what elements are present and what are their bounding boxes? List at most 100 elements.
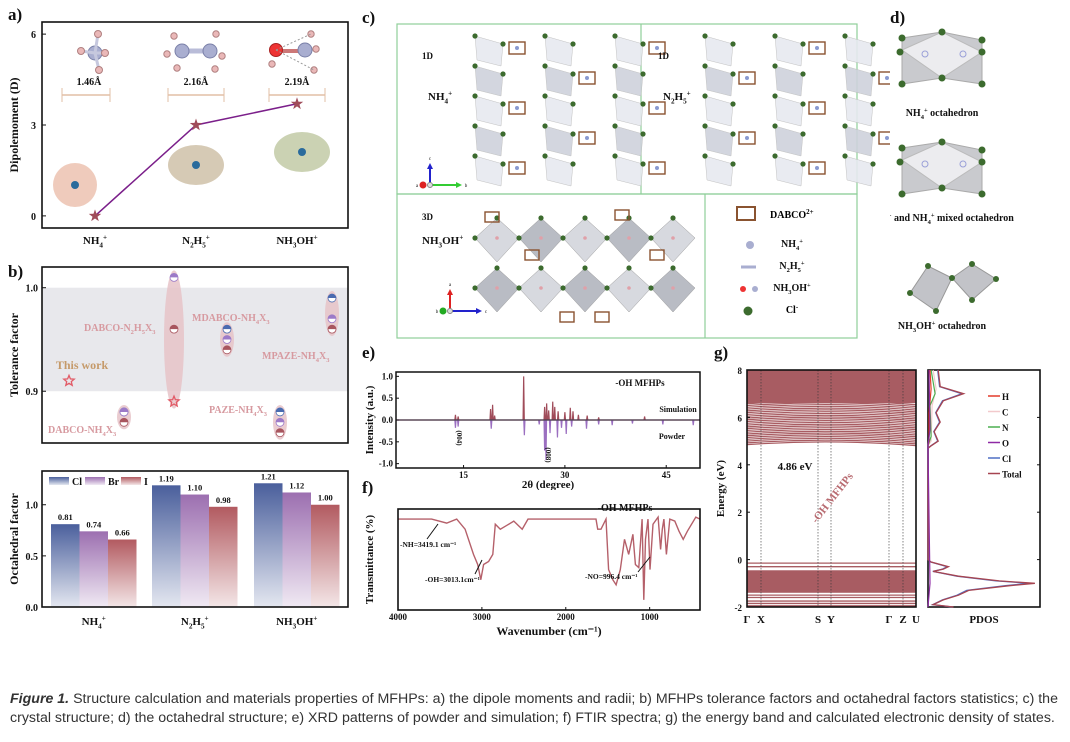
cl-atom	[702, 153, 708, 159]
bar-value-label: 0.74	[86, 519, 102, 529]
data-point-star	[62, 373, 76, 387]
annotation-nh: -NH=3419.1 cm⁻¹	[400, 540, 456, 549]
cl-atom	[938, 28, 946, 36]
annotation-oh: -OH=3013.1cm⁻¹	[425, 575, 480, 584]
octahedron-shape	[774, 125, 804, 157]
octahedron-shape	[614, 35, 644, 67]
molecule-icon	[77, 30, 109, 74]
octahedron-shape	[774, 95, 804, 127]
cl-atom	[640, 101, 646, 107]
atom-h	[218, 52, 226, 60]
structure-3d-nh3oh	[472, 209, 696, 323]
conduction-band-line	[746, 403, 917, 409]
atom-n	[297, 42, 313, 58]
annotation-arrow	[426, 523, 439, 540]
bar-Cl-2	[254, 483, 283, 607]
x-tick-label: 4000	[389, 612, 408, 622]
n-atom	[815, 106, 819, 110]
atom-h	[307, 30, 315, 38]
cl-atom	[570, 161, 576, 167]
cl-atom	[969, 261, 975, 267]
octahedron-body	[951, 263, 997, 301]
octahedron-shape	[650, 217, 696, 263]
octahedron-shape	[844, 125, 874, 157]
atom-h	[211, 65, 219, 73]
data-point-half	[120, 407, 128, 412]
cl-atom	[842, 153, 848, 159]
legend-label-Cl: Cl	[72, 477, 82, 488]
atom-h	[212, 30, 220, 38]
conduction-band-line	[746, 425, 917, 431]
axis-label: c	[429, 157, 432, 162]
legend-label-I: I	[144, 477, 148, 488]
dabco-molecule	[808, 101, 826, 115]
cl-atom	[640, 131, 646, 137]
cl-atom	[472, 235, 478, 241]
data-point-half	[170, 273, 178, 278]
h-bond	[275, 33, 312, 51]
cl-atom	[702, 123, 708, 129]
cl-atom	[969, 297, 975, 303]
octahedron-shape	[474, 125, 504, 157]
cl-atom	[560, 235, 566, 241]
panel-label-b: b)	[8, 262, 24, 281]
nh3oh-octahedron	[907, 261, 999, 314]
caption-nh3oh-octahedron: NH3OH+ octahedron	[898, 320, 987, 334]
dimension-label: 3D	[422, 212, 434, 222]
legend-label-dabco: DABCO2+	[770, 208, 814, 221]
annotation-no: -NO=996.4 cm⁻¹	[585, 572, 638, 581]
legend-icon-nh3oh	[740, 286, 746, 292]
cl-atom	[907, 290, 913, 296]
cl-atom	[472, 33, 478, 39]
cl-atom	[730, 131, 736, 137]
o-atom	[627, 286, 631, 290]
cl-atom	[570, 101, 576, 107]
data-point-star-0	[88, 209, 102, 222]
atom-n	[202, 43, 218, 59]
dabco-molecule	[614, 209, 630, 221]
o-atom	[495, 286, 499, 290]
cl-atom	[472, 153, 478, 159]
o-atom	[583, 286, 587, 290]
x-axis-label: 2θ (degree)	[522, 479, 575, 490]
data-point-half	[328, 294, 336, 299]
axis-origin	[447, 308, 453, 314]
o-atom	[539, 236, 543, 240]
conduction-band-line	[746, 414, 917, 420]
dabco-molecule	[738, 131, 756, 145]
cl-atom	[772, 153, 778, 159]
cation-label: N2H5+	[663, 90, 691, 106]
k-point-label: X	[757, 614, 765, 626]
caption-nh4-octahedron: NH4+ octahedron	[906, 107, 979, 121]
data-point-half	[276, 407, 284, 412]
y-tick-label: 0	[738, 556, 743, 566]
bar-value-label: 1.19	[159, 473, 174, 483]
atom-h	[77, 47, 85, 55]
peak-label: (004)	[455, 430, 463, 446]
cl-atom	[702, 93, 708, 99]
cl-atom	[640, 161, 646, 167]
cl-atom	[538, 265, 544, 271]
group-ellipse	[164, 270, 184, 409]
octahedron-shape	[614, 65, 644, 97]
dabco-molecule	[578, 131, 596, 145]
cl-atom	[582, 215, 588, 221]
bar-I-2	[311, 504, 340, 607]
octahedron-shape	[544, 35, 574, 67]
octahedron-shape	[844, 155, 874, 187]
octahedron-shape	[704, 95, 734, 127]
cl-atom	[842, 63, 848, 69]
legend-label-cl: Cl-	[786, 303, 799, 316]
octahedron-shape	[844, 95, 874, 127]
conduction-band-line	[746, 405, 917, 411]
n-atom	[585, 136, 589, 140]
axis-arrowhead	[427, 163, 433, 169]
y-axis-label: Tolerance factor	[7, 312, 21, 397]
cl-atom	[570, 131, 576, 137]
octahedron-shape	[606, 267, 652, 313]
n-atom	[815, 166, 819, 170]
n-atom	[885, 136, 889, 140]
group-ellipse	[325, 291, 339, 337]
cl-atom	[898, 34, 906, 42]
esp-atom	[298, 148, 306, 156]
